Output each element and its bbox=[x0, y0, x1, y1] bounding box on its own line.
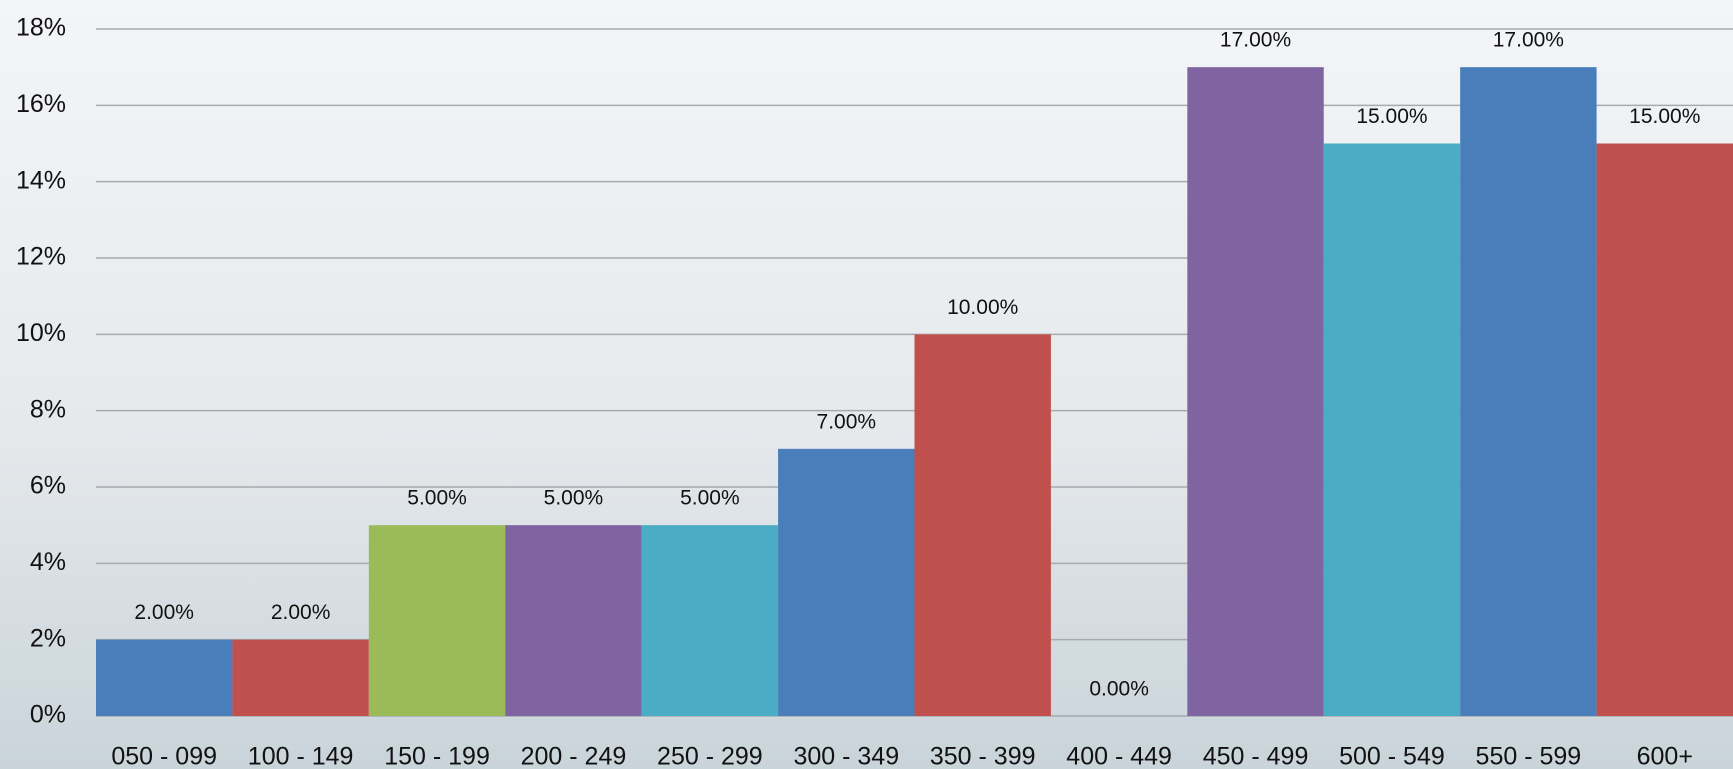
bar bbox=[1323, 143, 1461, 716]
value-label: 15.00% bbox=[1629, 105, 1700, 128]
x-tick-label: 400 - 449 bbox=[1066, 743, 1172, 769]
value-label: 2.00% bbox=[271, 601, 331, 624]
x-tick-label: 150 - 199 bbox=[384, 743, 490, 769]
bar bbox=[1460, 67, 1597, 716]
x-tick-label: 500 - 549 bbox=[1339, 743, 1445, 769]
bar bbox=[778, 448, 915, 716]
bar bbox=[505, 525, 642, 716]
value-label: 5.00% bbox=[407, 487, 467, 510]
value-label: 17.00% bbox=[1220, 29, 1291, 52]
x-tick-label: 100 - 149 bbox=[248, 743, 354, 769]
value-label: 0.00% bbox=[1089, 678, 1149, 701]
y-tick-label: 0% bbox=[30, 701, 66, 729]
x-tick-label: 050 - 099 bbox=[111, 743, 217, 769]
value-label: 7.00% bbox=[817, 410, 877, 433]
value-label: 10.00% bbox=[947, 296, 1018, 319]
x-tick-label: 200 - 249 bbox=[521, 743, 627, 769]
y-tick-label: 4% bbox=[30, 548, 66, 576]
x-tick-label: 250 - 299 bbox=[657, 743, 763, 769]
bar bbox=[914, 334, 1051, 716]
x-tick-label: 550 - 599 bbox=[1476, 743, 1582, 769]
bar bbox=[1596, 143, 1733, 716]
x-tick-label: 300 - 349 bbox=[793, 743, 899, 769]
bar bbox=[232, 639, 369, 716]
y-tick-label: 8% bbox=[30, 395, 66, 423]
bar bbox=[641, 525, 779, 716]
value-label: 15.00% bbox=[1356, 105, 1427, 128]
x-tick-label: 350 - 399 bbox=[930, 743, 1036, 769]
y-tick-label: 18% bbox=[16, 14, 66, 42]
value-label: 2.00% bbox=[134, 601, 194, 624]
y-tick-label: 12% bbox=[16, 243, 66, 271]
y-tick-label: 14% bbox=[16, 166, 66, 194]
bar bbox=[368, 525, 506, 716]
value-label: 5.00% bbox=[544, 487, 604, 510]
value-label: 17.00% bbox=[1493, 29, 1564, 52]
y-tick-label: 10% bbox=[16, 319, 66, 347]
bar bbox=[96, 639, 233, 716]
y-tick-label: 6% bbox=[30, 472, 66, 500]
value-label: 5.00% bbox=[680, 487, 740, 510]
x-tick-label: 600+ bbox=[1637, 743, 1693, 769]
y-tick-label: 2% bbox=[30, 624, 66, 652]
y-tick-label: 16% bbox=[16, 90, 66, 118]
bar bbox=[1187, 67, 1324, 716]
x-tick-label: 450 - 499 bbox=[1203, 743, 1309, 769]
